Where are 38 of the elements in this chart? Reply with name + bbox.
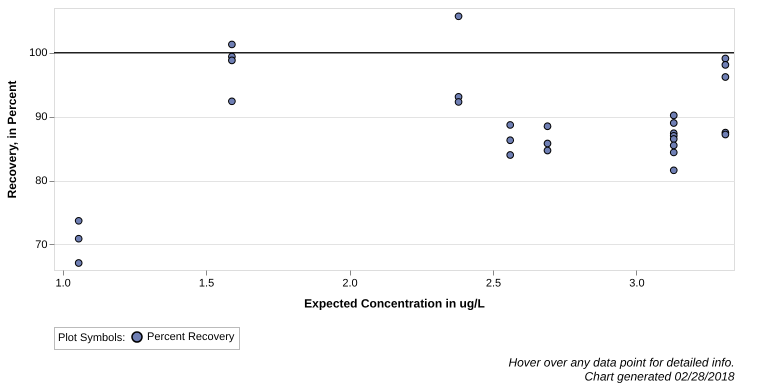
- point: [670, 148, 678, 156]
- point: [454, 12, 462, 20]
- point: [228, 56, 236, 64]
- point: [74, 234, 83, 243]
- y-tick-label: 90: [35, 111, 48, 124]
- point: [506, 136, 514, 144]
- point: [670, 142, 678, 150]
- point: [670, 166, 678, 174]
- point: [74, 216, 83, 225]
- y-tick-label: 100: [29, 47, 48, 60]
- point: [544, 122, 552, 130]
- point: [506, 151, 514, 159]
- legend-label: Percent Recovery: [147, 331, 235, 343]
- x-tick-label: 3.0: [629, 278, 645, 290]
- x-axis-title: Expected Concentration in ug/L: [304, 296, 485, 310]
- text: Chart generated 02/28/2018: [584, 370, 735, 384]
- text: Hover over any data point for detailed info.: [508, 356, 735, 370]
- y-axis-title: Recovery, in Percent: [5, 80, 20, 198]
- y-tick-label: 70: [35, 238, 48, 251]
- point: [670, 112, 678, 120]
- point: [722, 61, 730, 69]
- x-tick-label: 1.5: [198, 278, 214, 290]
- y-tick-label: 80: [35, 175, 48, 188]
- x-tick-label: 2.0: [342, 278, 358, 290]
- point: [544, 146, 552, 154]
- point: [722, 73, 730, 81]
- point: [670, 119, 678, 127]
- x-tick-label: 2.5: [486, 278, 502, 290]
- point: [228, 40, 236, 48]
- legend-title: Plot Symbols:: [58, 332, 126, 344]
- point: [722, 54, 730, 62]
- point: [74, 259, 83, 267]
- x-tick-label: 1.0: [55, 278, 71, 290]
- point: [506, 121, 514, 129]
- point: [670, 135, 678, 143]
- point: [454, 98, 462, 106]
- point: [544, 140, 552, 148]
- point: [228, 97, 236, 106]
